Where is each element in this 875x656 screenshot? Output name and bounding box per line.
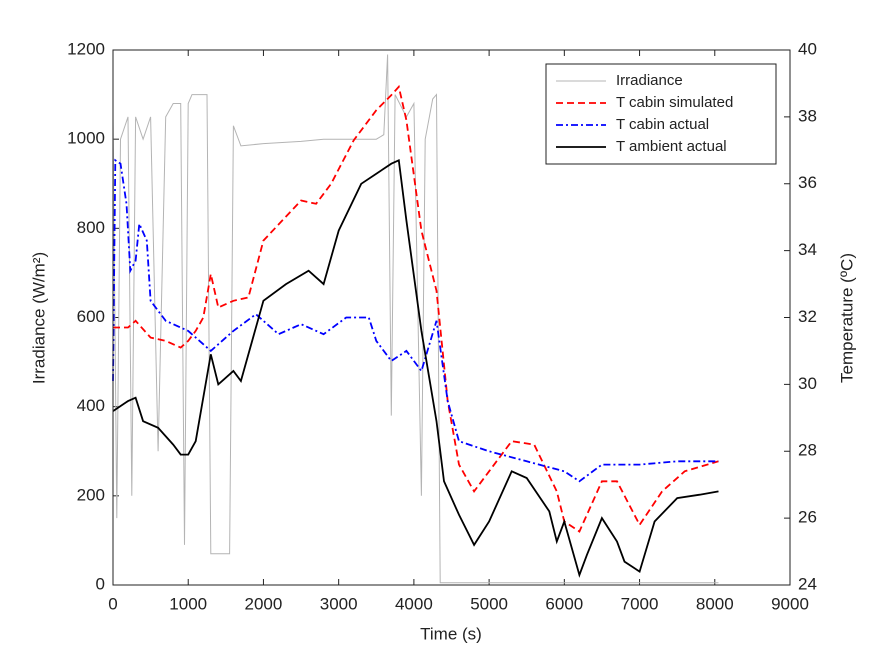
x-tick-label: 5000 [470,594,508,613]
legend-label: T ambient actual [616,138,727,155]
x-tick-label: 0 [108,594,117,613]
x-tick-label: 3000 [320,594,358,613]
y2-tick-label: 40 [798,39,817,58]
y-axis-label: Irradiance (W/m²) [29,252,48,384]
legend-label: T cabin actual [616,116,709,133]
x-axis-label: Time (s) [420,624,482,643]
legend-label: Irradiance [616,72,683,89]
series-line [112,158,719,483]
y2-tick-label: 26 [798,508,817,527]
y2-tick-label: 36 [798,173,817,192]
y-tick-label: 600 [77,307,105,326]
y2-tick-label: 28 [798,441,817,460]
y2-tick-label: 32 [798,307,817,326]
y-tick-label: 0 [96,574,105,593]
y2-axis-label: Temperature (ºC) [837,253,856,383]
y-tick-label: 1000 [67,129,105,148]
y2-tick-label: 34 [798,240,817,259]
y-tick-label: 1200 [67,39,105,58]
y-tick-label: 800 [77,218,105,237]
x-tick-label: 6000 [545,594,583,613]
legend: Irradiance T cabin simulated T cabin actua… [545,63,777,165]
series-line [112,54,719,584]
x-tick-label: 1000 [169,594,207,613]
series-line [112,158,719,578]
y-tick-label: 200 [77,485,105,504]
y2-tick-label: 24 [798,574,817,593]
y-tick-label: 400 [77,396,105,415]
x-tick-label: 2000 [245,594,283,613]
plot-border [112,49,791,586]
x-tick-label: 8000 [696,594,734,613]
x-tick-label: 4000 [395,594,433,613]
y2-tick-label: 30 [798,374,817,393]
x-tick-label: 7000 [621,594,659,613]
x-tick-label: 9000 [771,594,809,613]
y2-tick-label: 38 [798,106,817,125]
series-line [113,84,719,533]
legend-label: T cabin simulated [616,94,733,111]
